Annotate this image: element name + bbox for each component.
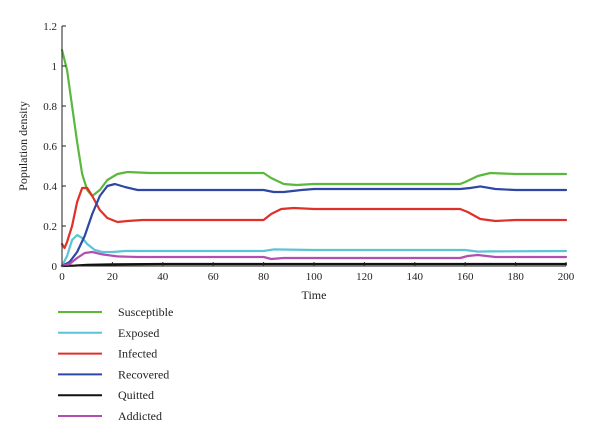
legend-label-exposed: Exposed <box>118 326 159 340</box>
series-line-exposed <box>60 233 568 268</box>
x-tick-label: 0 <box>59 271 65 283</box>
series-line-recovered <box>60 182 568 268</box>
x-tick-label: 60 <box>208 271 220 283</box>
x-axis-label: Time <box>302 288 327 302</box>
series-line-addicted <box>60 250 568 268</box>
y-tick-label: 1.2 <box>43 21 57 33</box>
legend-label-recovered: Recovered <box>118 367 169 381</box>
y-axis-label: Population density <box>16 101 30 191</box>
y-tick-label: 0.4 <box>43 181 57 193</box>
x-tick-label: 200 <box>558 271 575 283</box>
x-tick-label: 120 <box>356 271 373 283</box>
y-tick-label: 0.8 <box>43 101 57 113</box>
y-tick-label: 1 <box>52 61 58 73</box>
axes: 0 20 40 60 80 100 120 140 160 180 200 0 0.2 0.4 0.6 0.8… <box>43 21 575 283</box>
legend-label-addicted: Addicted <box>118 409 162 423</box>
legend-label-susceptible: Susceptible <box>118 305 173 319</box>
y-tick-label: 0.2 <box>43 221 57 233</box>
plot-area <box>60 48 568 268</box>
x-tick-label: 100 <box>306 271 323 283</box>
x-tick-label: 20 <box>107 271 119 283</box>
legend: Susceptible Exposed Infected Recovered Quitt… <box>58 305 173 423</box>
y-tick-label: 0.6 <box>43 141 57 153</box>
x-tick-label: 40 <box>157 271 169 283</box>
y-tick-label: 0 <box>52 261 58 273</box>
x-tick-label: 80 <box>258 271 270 283</box>
x-tick-label: 180 <box>507 271 524 283</box>
legend-label-infected: Infected <box>118 347 157 361</box>
series-line-infected <box>60 186 568 250</box>
x-tick-label: 140 <box>407 271 424 283</box>
x-tick-label: 160 <box>457 271 474 283</box>
legend-label-quitted: Quitted <box>118 388 154 402</box>
series-line-susceptible <box>60 48 568 198</box>
